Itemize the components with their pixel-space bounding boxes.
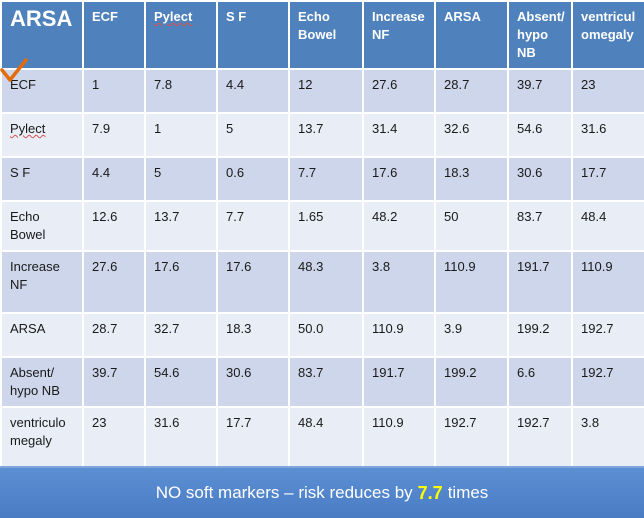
table-cell: 48.2 [362,200,436,252]
table-cell: 5 [216,112,290,158]
table-cell: 3.8 [571,406,644,470]
table-cell: 17.6 [362,156,436,202]
table-cell: 50.0 [288,312,364,358]
table-cell: 31.6 [144,406,218,470]
table-cell: 192.7 [571,312,644,358]
table-cell: 3.8 [362,250,436,314]
table-cell: 191.7 [507,250,573,314]
col-header-echo-bowel: Echo Bowel [288,0,364,70]
table-cell: 27.6 [362,68,436,114]
table-cell: 23 [82,406,146,470]
footer-risk-number: 7.7 [417,482,443,503]
table-row: ECF 1 7.8 4.4 12 27.6 28.7 39.7 23 [0,68,644,114]
table-cell: 6.6 [507,356,573,408]
table-cell: 83.7 [507,200,573,252]
table-cell: 48.4 [571,200,644,252]
table-row: ventriculomegaly 23 31.6 17.7 48.4 110.9… [0,406,644,470]
table-cell: 27.6 [82,250,146,314]
table-row: S F 4.4 5 0.6 7.7 17.6 18.3 30.6 17.7 [0,156,644,202]
table-cell: 110.9 [362,406,436,470]
table-cell: 1 [82,68,146,114]
table-cell: 3.9 [434,312,509,358]
checkmark-icon [0,58,28,82]
footer-banner: NO soft markers – risk reduces by 7.7 ti… [0,466,644,518]
table-cell: 192.7 [507,406,573,470]
col-header-ecf: ECF [82,0,146,70]
table-cell: 1.65 [288,200,364,252]
footer-text: NO soft markers – risk reduces by [155,483,413,502]
table-cell: 192.7 [571,356,644,408]
table-cell: 18.3 [216,312,290,358]
table-cell: 54.6 [507,112,573,158]
table-cell: 110.9 [434,250,509,314]
table-cell: 191.7 [362,356,436,408]
table-cell: 1 [144,112,218,158]
table-cell: 12.6 [82,200,146,252]
table-cell: 30.6 [507,156,573,202]
table-cell: 32.6 [434,112,509,158]
table-row: Increase NF 27.6 17.6 17.6 48.3 3.8 110.… [0,250,644,314]
table-cell: 32.7 [144,312,218,358]
table-row: Pylect 7.9 1 5 13.7 31.4 32.6 54.6 31.6 [0,112,644,158]
table-cell: 50 [434,200,509,252]
table-row: Echo Bowel 12.6 13.7 7.7 1.65 48.2 50 83… [0,200,644,252]
table-cell: 110.9 [362,312,436,358]
table-row: ARSA 28.7 32.7 18.3 50.0 110.9 3.9 199.2… [0,312,644,358]
table-cell: 39.7 [507,68,573,114]
table-cell: 12 [288,68,364,114]
table-cell: 13.7 [144,200,218,252]
footer-suffix: times [447,483,489,502]
table-cell: 83.7 [288,356,364,408]
table-cell: 7.7 [288,156,364,202]
table-cell: 17.6 [144,250,218,314]
table-cell: 4.4 [216,68,290,114]
row-label: Increase NF [0,250,84,314]
row-label: Echo Bowel [0,200,84,252]
table-cell: 13.7 [288,112,364,158]
table-cell: 18.3 [434,156,509,202]
col-header-arsa: ARSA [434,0,509,70]
table-row: Absent/ hypo NB 39.7 54.6 30.6 83.7 191.… [0,356,644,408]
row-label: Pylect [0,112,84,158]
table-cell: 0.6 [216,156,290,202]
table-cell: 30.6 [216,356,290,408]
table-cell: 28.7 [82,312,146,358]
risk-table: ARSA ECF Pylect S F Echo Bowel Increase … [0,0,644,470]
table-cell: 7.8 [144,68,218,114]
table-cell: 7.7 [216,200,290,252]
table-cell: 23 [571,68,644,114]
row-label: ventriculomegaly [0,406,84,470]
table-cell: 199.2 [434,356,509,408]
corner-label: ARSA [0,0,84,70]
table-cell: 4.4 [82,156,146,202]
table-cell: 48.3 [288,250,364,314]
col-header-ventriculomegaly: ventriculomegaly [571,0,644,70]
col-header-sf: S F [216,0,290,70]
table-cell: 199.2 [507,312,573,358]
table-cell: 48.4 [288,406,364,470]
table-cell: 192.7 [434,406,509,470]
table-cell: 17.7 [216,406,290,470]
table-cell: 5 [144,156,218,202]
row-label: S F [0,156,84,202]
col-header-increase-nf: Increase NF [362,0,436,70]
table-cell: 39.7 [82,356,146,408]
row-label: ARSA [0,312,84,358]
table-cell: 17.6 [216,250,290,314]
col-header-pylect: Pylect [144,0,218,70]
row-label: Absent/ hypo NB [0,356,84,408]
header-row: ARSA ECF Pylect S F Echo Bowel Increase … [0,0,644,70]
table-cell: 110.9 [571,250,644,314]
col-header-absent-hypo-nb: Absent/ hypo NB [507,0,573,70]
table-cell: 31.4 [362,112,436,158]
table-cell: 54.6 [144,356,218,408]
table-cell: 28.7 [434,68,509,114]
table-cell: 31.6 [571,112,644,158]
table-cell: 17.7 [571,156,644,202]
table-cell: 7.9 [82,112,146,158]
